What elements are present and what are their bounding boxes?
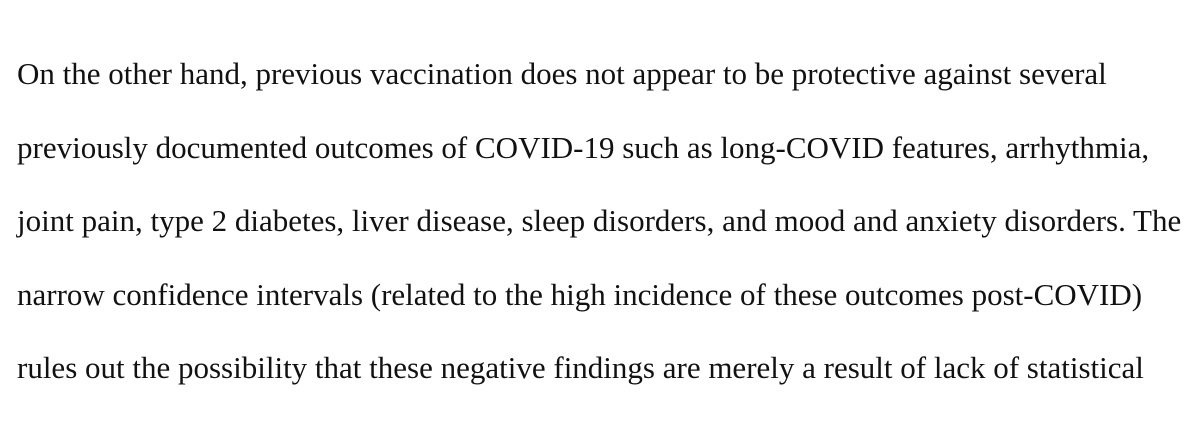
paragraph-line-2: previously documented outcomes of COVID-… bbox=[17, 130, 1150, 165]
paragraph-line-1: On the other hand, previous vaccination … bbox=[17, 56, 1107, 91]
paragraph-line-4: narrow confidence intervals (related to … bbox=[17, 277, 1143, 312]
paragraph-line-3: joint pain, type 2 diabetes, liver disea… bbox=[17, 203, 1182, 238]
paragraph-line-5: rules out the possibility that these neg… bbox=[17, 350, 1144, 385]
